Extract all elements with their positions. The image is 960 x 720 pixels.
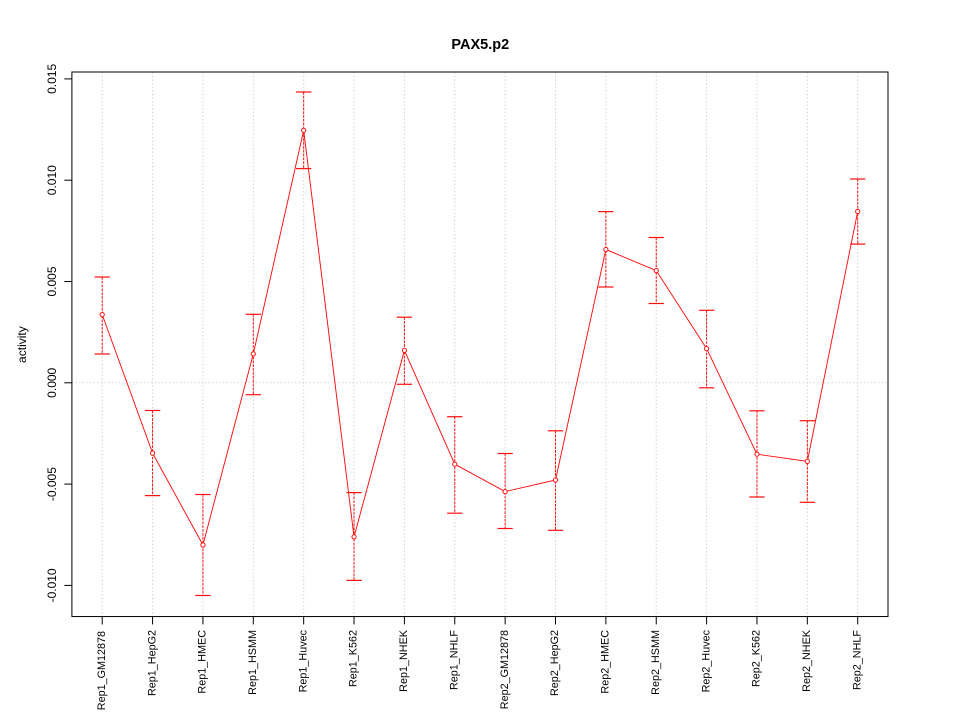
- svg-text:-0.010: -0.010: [45, 568, 59, 602]
- svg-text:Rep1_NHLF: Rep1_NHLF: [448, 630, 460, 690]
- svg-text:Rep2_NHLF: Rep2_NHLF: [851, 630, 863, 690]
- svg-text:activity: activity: [15, 326, 29, 363]
- svg-text:0.015: 0.015: [45, 64, 59, 94]
- svg-text:0.010: 0.010: [45, 165, 59, 195]
- svg-text:Rep2_HSMM: Rep2_HSMM: [650, 630, 662, 695]
- svg-text:Rep1_HMEC: Rep1_HMEC: [197, 630, 209, 694]
- svg-text:Rep2_Huvec: Rep2_Huvec: [700, 629, 712, 692]
- svg-text:-0.005: -0.005: [45, 467, 59, 501]
- svg-text:Rep1_K562: Rep1_K562: [348, 630, 360, 687]
- svg-text:Rep1_GM12878: Rep1_GM12878: [96, 631, 108, 710]
- svg-text:Rep1_NHEK: Rep1_NHEK: [398, 629, 410, 692]
- svg-text:0.000: 0.000: [45, 367, 59, 397]
- svg-text:0.005: 0.005: [45, 266, 59, 296]
- svg-text:Rep2_NHEK: Rep2_NHEK: [801, 629, 813, 692]
- svg-text:PAX5.p2: PAX5.p2: [451, 37, 509, 53]
- svg-text:Rep2_K562: Rep2_K562: [751, 630, 763, 687]
- svg-text:Rep1_HepG2: Rep1_HepG2: [146, 630, 158, 696]
- svg-text:Rep1_Huvec: Rep1_Huvec: [297, 629, 309, 692]
- svg-text:Rep2_GM12878: Rep2_GM12878: [499, 630, 511, 709]
- svg-text:Rep1_HSMM: Rep1_HSMM: [247, 630, 259, 695]
- svg-text:Rep2_HMEC: Rep2_HMEC: [600, 630, 612, 694]
- svg-text:Rep2_HepG2: Rep2_HepG2: [549, 630, 561, 696]
